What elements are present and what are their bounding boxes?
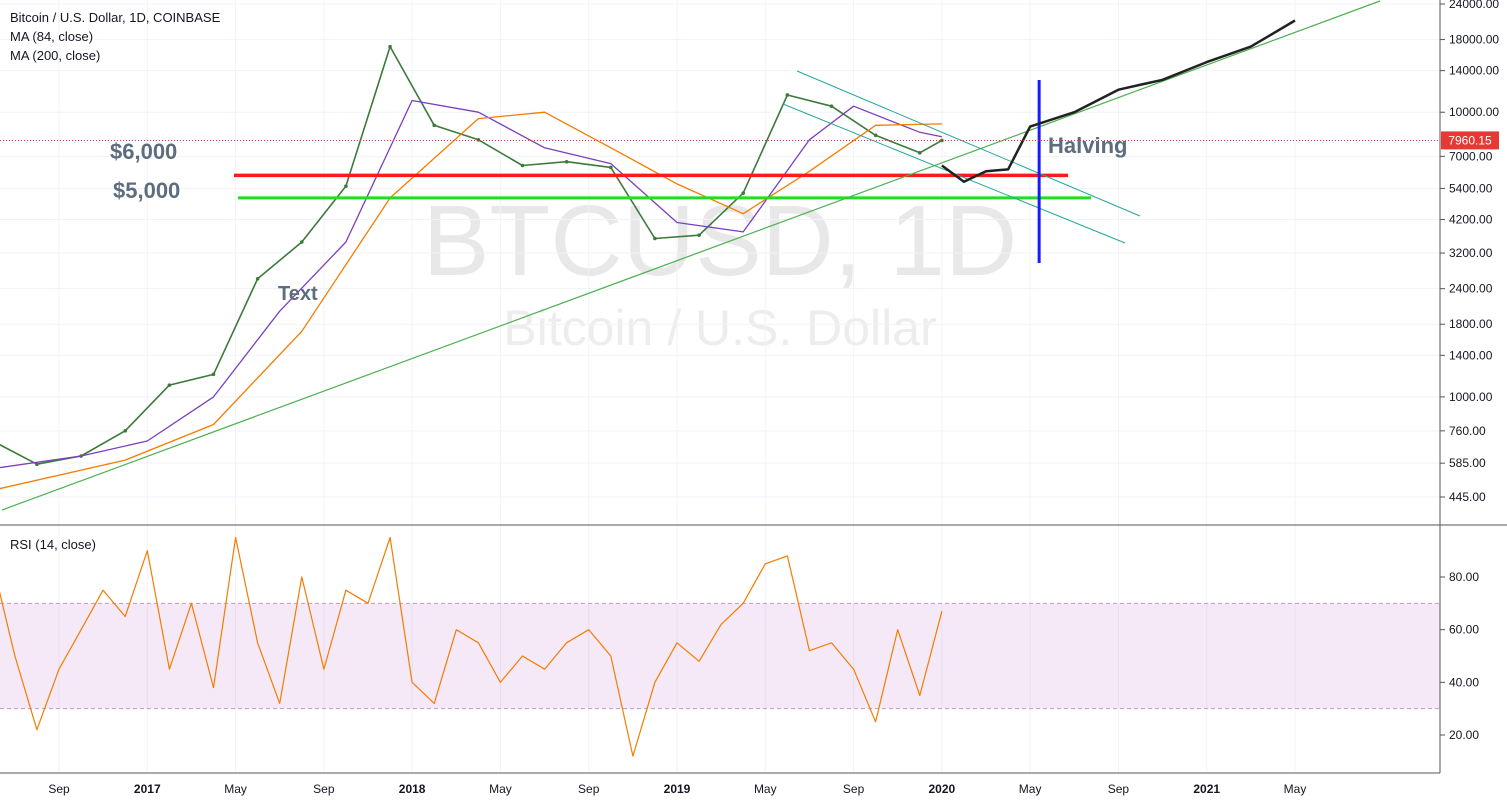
legend-ma84: MA (84, close) bbox=[10, 29, 94, 44]
watermark-symbol: BTCUSD, 1D bbox=[423, 185, 1018, 297]
last-price-value: 7960.15 bbox=[1448, 133, 1492, 147]
time-tick-label: 2017 bbox=[134, 782, 161, 796]
time-tick-label: May bbox=[1019, 782, 1042, 796]
price-tick-label: 585.00 bbox=[1449, 456, 1486, 470]
price-point bbox=[167, 383, 172, 387]
symbol-title: Bitcoin / U.S. Dollar, 1D, COINBASE bbox=[10, 10, 221, 25]
price-tick-label: 3200.00 bbox=[1449, 246, 1493, 260]
rsi-tick-label: 40.00 bbox=[1449, 675, 1479, 689]
price-tick-label: 5400.00 bbox=[1449, 181, 1493, 195]
price-tick-label: 7000.00 bbox=[1449, 149, 1493, 163]
rsi-band bbox=[0, 602, 1440, 710]
last-price-box bbox=[1441, 131, 1499, 150]
time-tick-label: May bbox=[489, 782, 512, 796]
time-tick-label: Sep bbox=[1108, 782, 1130, 796]
rsi-tick-label: 20.00 bbox=[1449, 728, 1479, 742]
channel-upper-line bbox=[796, 70, 1141, 217]
price-tick-label: 1400.00 bbox=[1449, 348, 1493, 362]
rsi-lines bbox=[0, 536, 943, 757]
legend-ma200: MA (200, close) bbox=[10, 48, 101, 63]
ma84-series-line bbox=[0, 99, 943, 469]
price-point bbox=[123, 429, 128, 433]
time-tick-label: Sep bbox=[843, 782, 865, 796]
time-tick-label: Sep bbox=[48, 782, 70, 796]
last-price-tag: 7960.15 bbox=[1441, 131, 1499, 150]
level-5000-label: $5,000 bbox=[113, 178, 180, 203]
time-tick-label: May bbox=[1284, 782, 1307, 796]
price-tick-label: 1800.00 bbox=[1449, 317, 1493, 331]
annotations: $6,000 $5,000 Text Halving bbox=[110, 133, 1127, 305]
rsi-tick-label: 80.00 bbox=[1449, 570, 1479, 584]
time-tick-label: 2020 bbox=[929, 782, 956, 796]
projection-line bbox=[941, 19, 1296, 183]
price-point bbox=[741, 191, 746, 195]
price-tick-label: 2400.00 bbox=[1449, 282, 1493, 296]
rsi-tick-label: 60.00 bbox=[1449, 623, 1479, 637]
watermark-subtitle: Bitcoin / U.S. Dollar bbox=[503, 300, 936, 356]
price-tick-label: 18000.00 bbox=[1449, 33, 1499, 47]
price-point bbox=[653, 236, 657, 241]
ma200-series-line bbox=[0, 111, 942, 490]
price-point bbox=[785, 93, 790, 97]
drawings bbox=[0, 0, 1440, 511]
price-point bbox=[564, 159, 569, 164]
price-tick-label: 4200.00 bbox=[1449, 212, 1493, 226]
price-point bbox=[255, 276, 260, 281]
price-point bbox=[917, 151, 922, 155]
time-tick-label: 2021 bbox=[1193, 782, 1220, 796]
long-trendline bbox=[1, 0, 1381, 511]
halving-label: Halving bbox=[1048, 133, 1127, 158]
price-lines bbox=[0, 44, 944, 490]
text-note-label: Text bbox=[278, 283, 318, 305]
level-6000-label: $6,000 bbox=[110, 139, 177, 164]
price-point bbox=[697, 233, 701, 237]
price-point bbox=[299, 240, 304, 244]
time-tick-label: Sep bbox=[578, 782, 600, 796]
price-point bbox=[520, 163, 525, 168]
price-point bbox=[873, 133, 878, 138]
legend: Bitcoin / U.S. Dollar, 1D, COINBASE MA (… bbox=[10, 8, 220, 65]
price-tick-label: 14000.00 bbox=[1449, 64, 1499, 78]
time-tick-label: May bbox=[754, 782, 777, 796]
price-point bbox=[344, 184, 348, 188]
price-tick-label: 1000.00 bbox=[1449, 390, 1493, 404]
watermark: BTCUSD, 1D Bitcoin / U.S. Dollar bbox=[423, 185, 1018, 356]
rsi-band-fill bbox=[0, 603, 1440, 709]
price-point bbox=[211, 372, 216, 377]
time-tick-label: 2019 bbox=[664, 782, 691, 796]
price-point bbox=[35, 462, 39, 467]
time-tick-label: 2018 bbox=[399, 782, 426, 796]
price-tick-label: 10000.00 bbox=[1449, 105, 1499, 119]
time-tick-label: May bbox=[224, 782, 247, 796]
price-tick-label: 24000.00 bbox=[1449, 0, 1499, 11]
price-point bbox=[940, 138, 944, 143]
price-point bbox=[608, 165, 613, 170]
price-point bbox=[388, 44, 392, 49]
time-tick-label: Sep bbox=[313, 782, 335, 796]
price-tick-label: 760.00 bbox=[1449, 424, 1486, 438]
price-tick-label: 445.00 bbox=[1449, 490, 1486, 504]
rsi-series-line bbox=[0, 536, 943, 757]
price-point bbox=[476, 138, 481, 142]
rsi-title: RSI (14, close) bbox=[10, 537, 96, 552]
price-point bbox=[432, 123, 437, 128]
price-point bbox=[829, 104, 834, 109]
